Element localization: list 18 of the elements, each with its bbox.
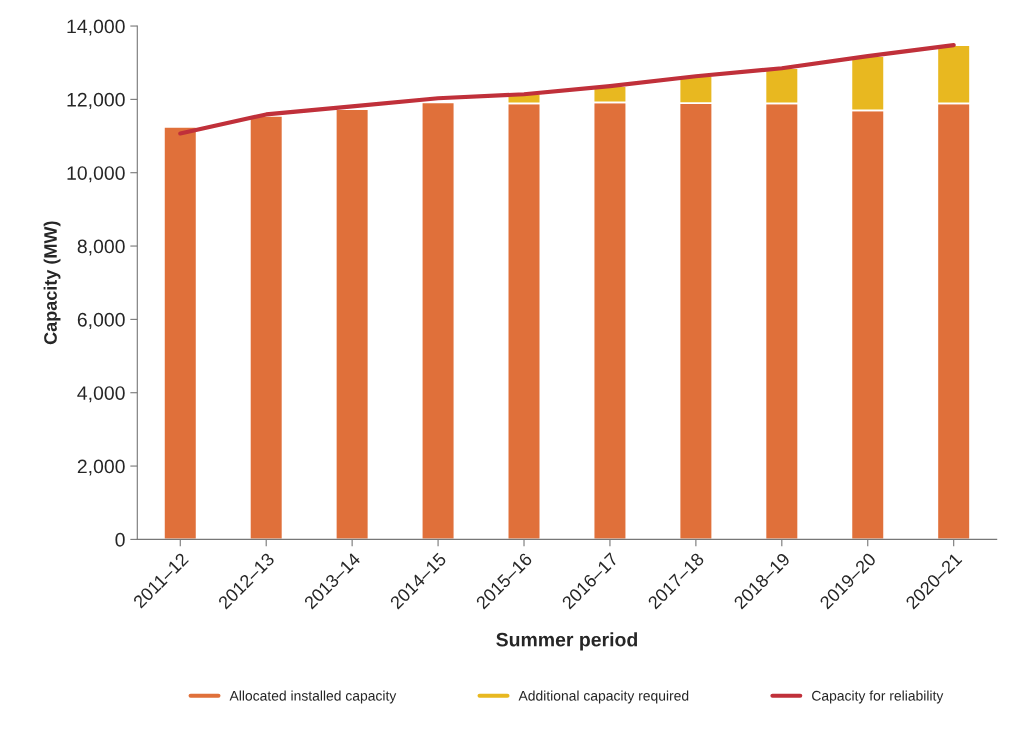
y-tick-label: 6,000 (77, 312, 125, 329)
legend-label: Allocated installed capacity (229, 690, 397, 704)
bar (163, 126, 198, 540)
y-tick-label: 2,000 (77, 459, 125, 476)
y-tick-label: 10,000 (67, 166, 125, 183)
y-axis-title: Capacity (MW) (43, 221, 61, 345)
line-series (178, 43, 956, 136)
y-tick-label: 0 (115, 532, 125, 547)
x-axis-title: Summer period (496, 632, 638, 651)
legend-label: Capacity for reliability (812, 690, 944, 704)
legend-label: Additional capacity required (518, 690, 689, 704)
y-tick-label: 14,000 (67, 19, 125, 36)
bar (334, 108, 370, 540)
y-tick-label: 12,000 (67, 92, 125, 109)
bar (420, 101, 456, 540)
y-tick-label: 4,000 (77, 386, 125, 403)
bar (249, 115, 284, 540)
y-tick-label: 8,000 (77, 239, 125, 256)
